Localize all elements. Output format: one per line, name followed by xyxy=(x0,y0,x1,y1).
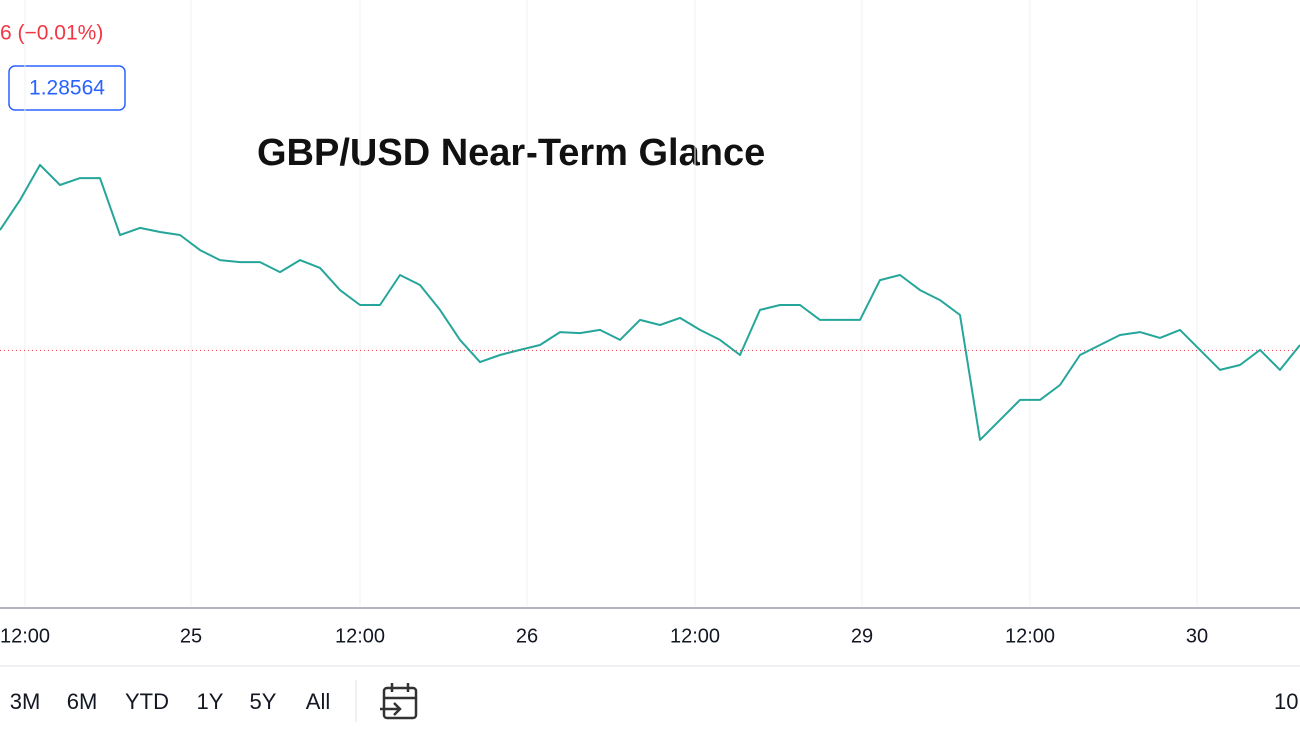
price-line-series xyxy=(0,163,1300,441)
corner-text: 10 xyxy=(1274,689,1298,714)
range-button[interactable]: 5Y xyxy=(250,689,277,714)
x-tick-label: 25 xyxy=(180,625,202,647)
x-tick-label: 12:00 xyxy=(0,625,50,647)
x-tick-label: 26 xyxy=(516,625,538,647)
x-tick-label: 12:00 xyxy=(335,625,385,647)
range-button[interactable]: YTD xyxy=(125,689,169,714)
chart-title: GBP/USD Near-Term Glance xyxy=(257,132,765,174)
range-button[interactable]: 1Y xyxy=(197,689,224,714)
range-button[interactable]: 6M xyxy=(67,689,98,714)
x-tick-label: 29 xyxy=(851,625,873,647)
x-tick-label: 12:00 xyxy=(1005,625,1055,647)
x-tick-label: 12:00 xyxy=(670,625,720,647)
range-button[interactable]: 3M xyxy=(10,689,41,714)
price-label: 1.28564 xyxy=(29,77,105,100)
price-label-box xyxy=(8,65,126,111)
change-text: 6 (−0.01%) xyxy=(0,22,103,45)
calendar-icon[interactable] xyxy=(380,683,418,720)
x-tick-label: 30 xyxy=(1186,625,1208,647)
range-button[interactable]: All xyxy=(306,689,330,714)
